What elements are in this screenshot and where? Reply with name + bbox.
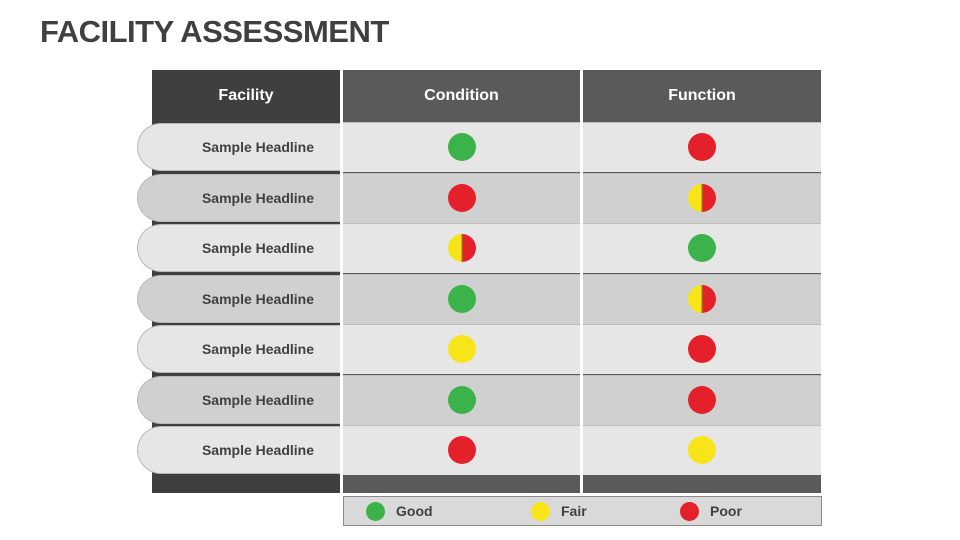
legend-item-fair: Fair bbox=[531, 501, 587, 521]
legend: Good Fair Poor bbox=[343, 496, 822, 526]
facility-row-label: Sample Headline bbox=[137, 376, 340, 424]
function-fair-status-icon bbox=[688, 436, 716, 464]
function-fair-poor-status-icon bbox=[688, 184, 716, 212]
facility-row-label: Sample Headline bbox=[137, 123, 340, 171]
function-poor-status-icon bbox=[688, 133, 716, 161]
function-poor-status-icon bbox=[688, 386, 716, 414]
condition-fair-status-icon bbox=[447, 335, 476, 363]
condition-fair-poor-status-icon bbox=[447, 234, 476, 262]
fair-status-icon bbox=[531, 501, 550, 521]
function-header: Function bbox=[583, 70, 821, 122]
function-poor-status-icon bbox=[688, 335, 716, 363]
facility-row-label: Sample Headline bbox=[137, 174, 340, 222]
facility-row-label: Sample Headline bbox=[137, 325, 340, 373]
good-status-icon bbox=[366, 501, 385, 521]
facility-row-label: Sample Headline bbox=[137, 224, 340, 272]
function-fair-poor-status-icon bbox=[688, 285, 716, 313]
facility-row-label: Sample Headline bbox=[137, 426, 340, 474]
condition-poor-status-icon bbox=[447, 436, 476, 464]
condition-good-status-icon bbox=[447, 133, 476, 161]
condition-good-status-icon bbox=[447, 386, 476, 414]
facility-row-label: Sample Headline bbox=[137, 275, 340, 323]
condition-header: Condition bbox=[343, 70, 580, 122]
condition-good-status-icon bbox=[447, 285, 476, 313]
function-good-status-icon bbox=[688, 234, 716, 262]
facility-header: Facility bbox=[152, 70, 340, 122]
legend-item-poor: Poor bbox=[680, 501, 742, 521]
legend-label-fair: Fair bbox=[561, 503, 587, 519]
condition-poor-status-icon bbox=[447, 184, 476, 212]
legend-label-good: Good bbox=[396, 503, 433, 519]
poor-status-icon bbox=[680, 501, 699, 521]
legend-label-poor: Poor bbox=[710, 503, 742, 519]
legend-item-good: Good bbox=[366, 501, 433, 521]
page-title: FACILITY ASSESSMENT bbox=[40, 14, 389, 49]
